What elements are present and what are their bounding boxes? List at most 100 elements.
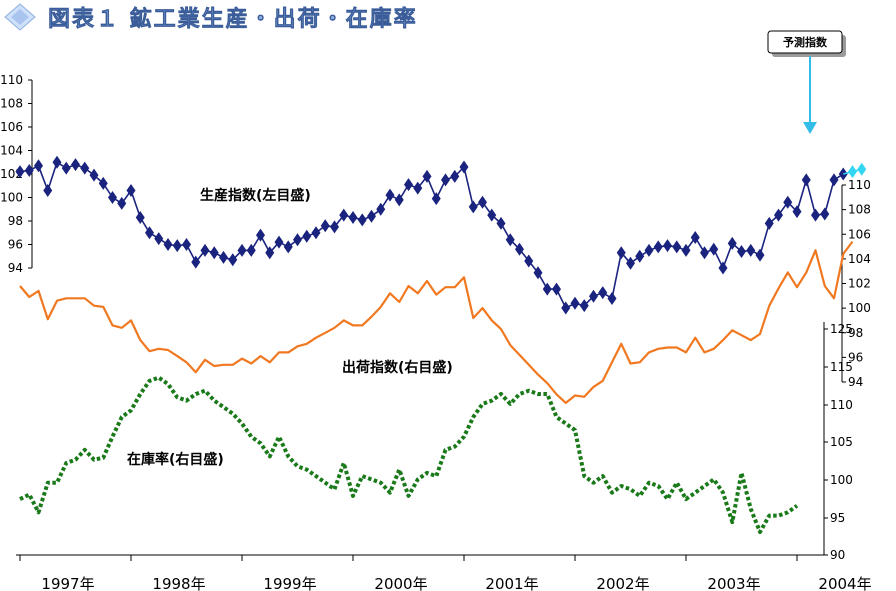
production-point [737, 245, 746, 259]
right_shipments-tick-label: 96 [848, 350, 863, 364]
production-point [820, 207, 830, 221]
production-point [542, 282, 552, 296]
production-point [274, 235, 284, 249]
production-point [191, 255, 201, 269]
production-point [228, 253, 238, 267]
production-point [108, 191, 117, 204]
production-point [755, 248, 765, 262]
x-tick-label: 1997年 [41, 575, 94, 591]
production-point [598, 286, 608, 300]
production-point [320, 219, 330, 233]
right_shipments-tick-label: 100 [848, 301, 871, 315]
production-point [117, 196, 127, 210]
production-point [441, 173, 450, 187]
production-point [644, 243, 654, 257]
forecast-series [843, 162, 867, 179]
production-point [783, 195, 793, 209]
x-tick-label: 2004年 [818, 575, 871, 591]
production-point [182, 238, 191, 251]
production-point [607, 292, 617, 306]
right_inventory-tick-label: 125 [830, 322, 853, 336]
axes [16, 80, 843, 556]
right_inventory-tick-label: 115 [830, 360, 853, 374]
production-point [126, 183, 136, 197]
production-point [478, 195, 487, 209]
left_production-tick-label: 94 [8, 261, 23, 275]
production-point [764, 216, 774, 230]
production-point [61, 161, 71, 175]
production-point [579, 299, 589, 313]
production-point [709, 242, 719, 256]
production-point [24, 163, 34, 177]
left_production-tick-label: 98 [8, 214, 23, 228]
x-axis-ticks: 1997年 1998年 1999年 2000年 2001年 2002年 2003年 2004年 [19, 555, 872, 591]
production-point [376, 202, 386, 216]
production-point [71, 158, 80, 172]
production-point [524, 254, 534, 268]
production-point [385, 188, 395, 202]
production-point [283, 240, 293, 254]
production-point [653, 240, 663, 254]
production-point [635, 249, 645, 263]
left_production-tick-label: 100 [0, 191, 23, 205]
shipments-line [19, 240, 854, 404]
production-point [15, 165, 25, 179]
production-point [219, 250, 228, 264]
production-point [98, 176, 108, 190]
production-annotation: 生産指数(左目盛) [200, 187, 311, 204]
right-shipments-axis-ticks: 94 96 98 100 102 104 106 108 110 [842, 178, 871, 389]
shipments-series [19, 240, 854, 404]
production-point [135, 210, 145, 224]
production-point [570, 296, 580, 310]
title-diamond-highlight [11, 9, 29, 25]
production-series [15, 155, 848, 315]
production-point [311, 226, 321, 240]
production-point [589, 289, 598, 303]
left_production-tick-label: 104 [0, 144, 23, 158]
production-point [672, 240, 682, 254]
production-point [413, 181, 423, 195]
production-point [154, 232, 164, 246]
right-inventory-axis-ticks: 90 95 100 105 110 115 125 [824, 322, 853, 562]
production-point [792, 205, 802, 219]
x-tick-label: 2001年 [485, 575, 538, 591]
production-point [616, 246, 626, 260]
production-point [237, 243, 247, 257]
production-point [394, 193, 404, 207]
production-point [34, 159, 43, 173]
production-point [163, 238, 173, 251]
shipments-annotation: 出荷指数(右目盛) [342, 359, 453, 376]
right_shipments-tick-label: 108 [848, 203, 871, 217]
production-point [505, 233, 515, 247]
production-point [746, 243, 756, 257]
production-point [43, 183, 53, 197]
forecast-callout: 予測指数 [767, 30, 846, 134]
production-point [468, 200, 478, 214]
production-point [515, 242, 524, 256]
production-point [811, 208, 820, 222]
production-point [172, 239, 182, 253]
production-point [700, 246, 709, 260]
production-point [52, 155, 62, 169]
x-tick-label: 1998年 [152, 575, 205, 591]
production-point [367, 209, 376, 223]
production-point [80, 161, 90, 175]
production-point [339, 208, 349, 222]
right_shipments-tick-label: 104 [848, 252, 871, 266]
right_shipments-tick-label: 106 [848, 227, 871, 241]
x-tick-label: 1999年 [263, 575, 316, 591]
production-point [727, 236, 737, 250]
production-point [626, 256, 635, 270]
production-point [690, 230, 700, 244]
production-point [256, 228, 265, 242]
production-point [422, 169, 432, 183]
right_inventory-tick-label: 90 [830, 548, 845, 562]
right_shipments-tick-label: 110 [848, 178, 871, 192]
right_inventory-tick-label: 100 [830, 473, 853, 487]
left_production-tick-label: 106 [0, 120, 23, 134]
x-tick-label: 2002年 [596, 575, 649, 591]
x-tick-label: 2000年 [374, 575, 427, 591]
production-point [302, 229, 312, 243]
